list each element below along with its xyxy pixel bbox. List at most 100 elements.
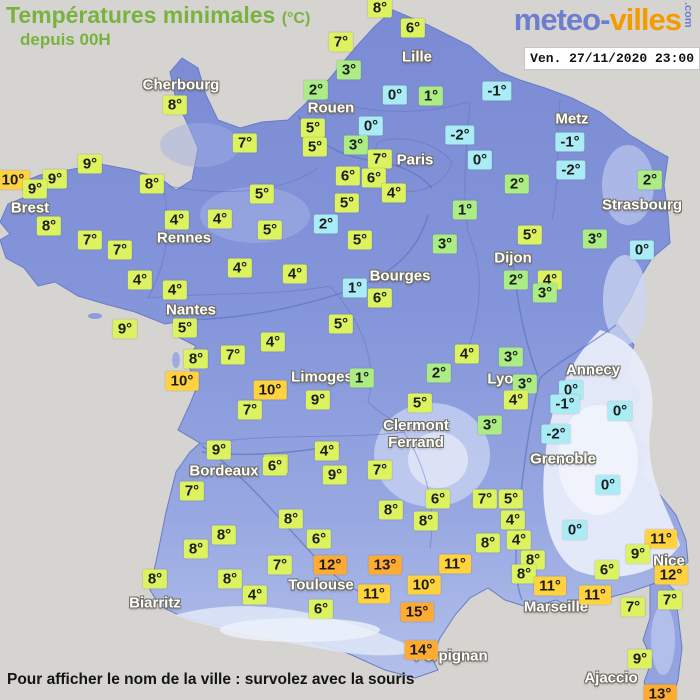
temperature-label[interactable]: 7° xyxy=(237,400,263,420)
temperature-label[interactable]: 12° xyxy=(313,555,347,575)
temperature-label[interactable]: 4° xyxy=(454,344,480,364)
meteo-villes-logo[interactable]: meteo-villes.com xyxy=(514,2,694,38)
temperature-label[interactable]: 4° xyxy=(162,280,188,300)
temperature-label[interactable]: 9° xyxy=(206,440,232,460)
temperature-label[interactable]: 2° xyxy=(303,80,329,100)
temperature-label[interactable]: 11° xyxy=(645,529,677,549)
temperature-label[interactable]: 0° xyxy=(382,85,408,105)
temperature-label[interactable]: 11° xyxy=(579,585,611,605)
temperature-label[interactable]: 5° xyxy=(302,137,328,157)
temperature-label[interactable]: 10° xyxy=(165,371,199,391)
temperature-label[interactable]: 8° xyxy=(211,525,237,545)
temperature-label[interactable]: 7° xyxy=(267,555,293,575)
temperature-label[interactable]: 8° xyxy=(36,216,62,236)
temperature-label[interactable]: 7° xyxy=(179,481,205,501)
temperature-label[interactable]: -2° xyxy=(556,160,586,180)
temperature-label[interactable]: 8° xyxy=(162,95,188,115)
temperature-label[interactable]: -2° xyxy=(541,424,571,444)
temperature-label[interactable]: 7° xyxy=(620,597,646,617)
temperature-label[interactable]: 3° xyxy=(582,229,608,249)
temperature-label[interactable]: 4° xyxy=(500,510,526,530)
temperature-label[interactable]: 8° xyxy=(378,500,404,520)
temperature-label[interactable]: 0° xyxy=(467,150,493,170)
temperature-label[interactable]: 5° xyxy=(498,489,524,509)
temperature-label[interactable]: 0° xyxy=(595,475,621,495)
temperature-label[interactable]: 3° xyxy=(343,135,369,155)
temperature-label[interactable]: 15° xyxy=(400,602,434,622)
temperature-label[interactable]: 8° xyxy=(511,564,537,584)
temperature-label[interactable]: 6° xyxy=(335,166,361,186)
temperature-label[interactable]: 5° xyxy=(300,118,326,138)
temperature-label[interactable]: 7° xyxy=(367,460,393,480)
temperature-label[interactable]: 8° xyxy=(217,569,243,589)
temperature-label[interactable]: 4° xyxy=(282,264,308,284)
temperature-label[interactable]: 5° xyxy=(249,184,275,204)
temperature-label[interactable]: 6° xyxy=(594,560,620,580)
temperature-label[interactable]: 12° xyxy=(654,565,688,585)
temperature-label[interactable]: 6° xyxy=(361,168,387,188)
temperature-label[interactable]: 5° xyxy=(257,220,283,240)
temperature-label[interactable]: 10° xyxy=(407,575,441,595)
temperature-label[interactable]: 6° xyxy=(308,599,334,619)
temperature-label[interactable]: 8° xyxy=(475,533,501,553)
temperature-label[interactable]: 7° xyxy=(232,133,258,153)
temperature-label[interactable]: 6° xyxy=(262,456,288,476)
temperature-label[interactable]: 9° xyxy=(627,649,653,669)
temperature-label[interactable]: 8° xyxy=(142,569,168,589)
temperature-label[interactable]: 3° xyxy=(432,234,458,254)
temperature-label[interactable]: 1° xyxy=(452,200,478,220)
temperature-label[interactable]: 9° xyxy=(42,169,68,189)
temperature-label[interactable]: 5° xyxy=(172,318,198,338)
temperature-label[interactable]: 3° xyxy=(477,415,503,435)
temperature-label[interactable]: 7° xyxy=(472,489,498,509)
temperature-label[interactable]: -1° xyxy=(482,81,512,101)
temperature-label[interactable]: 4° xyxy=(242,585,268,605)
temperature-label[interactable]: 1° xyxy=(418,86,444,106)
temperature-label[interactable]: 4° xyxy=(127,270,153,290)
temperature-label[interactable]: 9° xyxy=(625,544,651,564)
temperature-label[interactable]: 0° xyxy=(358,116,384,136)
temperature-label[interactable]: 7° xyxy=(328,32,354,52)
temperature-label[interactable]: 4° xyxy=(164,210,190,230)
temperature-label[interactable]: 8° xyxy=(278,509,304,529)
temperature-label[interactable]: 6° xyxy=(425,489,451,509)
temperature-label[interactable]: 2° xyxy=(313,214,339,234)
temperature-label[interactable]: -2° xyxy=(445,125,475,145)
temperature-label[interactable]: 4° xyxy=(381,183,407,203)
temperature-label[interactable]: 2° xyxy=(426,363,452,383)
temperature-label[interactable]: 11° xyxy=(439,554,471,574)
temperature-label[interactable]: 6° xyxy=(367,288,393,308)
temperature-label[interactable]: 3° xyxy=(498,347,524,367)
temperature-label[interactable]: 1° xyxy=(342,278,368,298)
temperature-label[interactable]: 7° xyxy=(657,590,683,610)
temperature-label[interactable]: 2° xyxy=(637,170,663,190)
temperature-label[interactable]: 13° xyxy=(368,555,402,575)
temperature-label[interactable]: 9° xyxy=(112,319,138,339)
temperature-label[interactable]: 11° xyxy=(358,584,390,604)
temperature-label[interactable]: 1° xyxy=(349,368,375,388)
temperature-label[interactable]: 14° xyxy=(404,640,438,660)
temperature-label[interactable]: 8° xyxy=(183,539,209,559)
temperature-label[interactable]: 5° xyxy=(328,314,354,334)
temperature-label[interactable]: 4° xyxy=(503,390,529,410)
temperature-label[interactable]: 7° xyxy=(367,149,393,169)
temperature-label[interactable]: 11° xyxy=(534,576,566,596)
temperature-label[interactable]: 4° xyxy=(314,441,340,461)
temperature-label[interactable]: 0° xyxy=(562,520,588,540)
temperature-label[interactable]: 0° xyxy=(629,240,655,260)
temperature-label[interactable]: 4° xyxy=(207,209,233,229)
temperature-label[interactable]: 13° xyxy=(643,684,677,700)
temperature-label[interactable]: 4° xyxy=(260,332,286,352)
temperature-label[interactable]: 6° xyxy=(400,18,426,38)
temperature-label[interactable]: 2° xyxy=(504,174,530,194)
temperature-label[interactable]: 9° xyxy=(77,154,103,174)
temperature-label[interactable]: 10° xyxy=(0,170,30,190)
temperature-label[interactable]: 7° xyxy=(77,230,103,250)
temperature-label[interactable]: 2° xyxy=(503,270,529,290)
temperature-label[interactable]: 5° xyxy=(407,393,433,413)
temperature-label[interactable]: 4° xyxy=(506,530,532,550)
temperature-label[interactable]: -1° xyxy=(555,132,585,152)
temperature-label[interactable]: 3° xyxy=(336,60,362,80)
temperature-label[interactable]: 4° xyxy=(227,258,253,278)
temperature-label[interactable]: -1° xyxy=(550,394,580,414)
